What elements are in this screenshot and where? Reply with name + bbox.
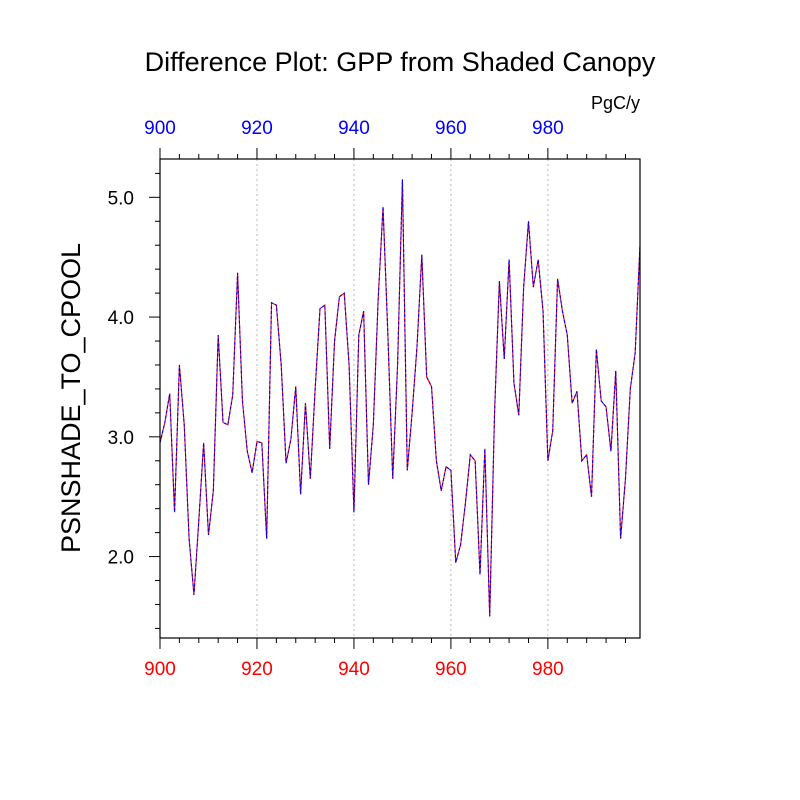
x-grid bbox=[256, 159, 549, 638]
series-group bbox=[159, 179, 641, 617]
x-tick-label-bottom: 940 bbox=[338, 659, 370, 680]
x-tick-label-bottom: 980 bbox=[532, 659, 564, 680]
x-tick-label-bottom: 920 bbox=[241, 659, 273, 680]
x-tick-label-bottom: 960 bbox=[435, 659, 467, 680]
y-tick-label: 5.0 bbox=[108, 188, 134, 209]
series-line-blue-dashed bbox=[159, 179, 641, 617]
tick-labels: 900 900 920 920 940 940 960 960 980 980 2.0 3.0 4.0 5… bbox=[108, 118, 564, 680]
y-axis-label: PSNSHADE_TO_CPOOL bbox=[56, 243, 86, 553]
axis-ticks bbox=[149, 148, 626, 649]
x-tick-label-top: 980 bbox=[532, 118, 564, 139]
units-label: PgC/y bbox=[591, 93, 640, 113]
x-tick-label-bottom: 900 bbox=[144, 659, 176, 680]
x-tick-label-top: 920 bbox=[241, 118, 273, 139]
x-tick-label-top: 940 bbox=[338, 118, 370, 139]
y-tick-label: 4.0 bbox=[108, 308, 134, 329]
x-tick-label-top: 900 bbox=[144, 118, 176, 139]
chart-title: Difference Plot: GPP from Shaded Canopy bbox=[145, 47, 656, 77]
y-tick-label: 2.0 bbox=[108, 548, 134, 569]
y-tick-label: 3.0 bbox=[108, 428, 134, 449]
plot-frame bbox=[159, 158, 641, 639]
x-tick-label-top: 960 bbox=[435, 118, 467, 139]
